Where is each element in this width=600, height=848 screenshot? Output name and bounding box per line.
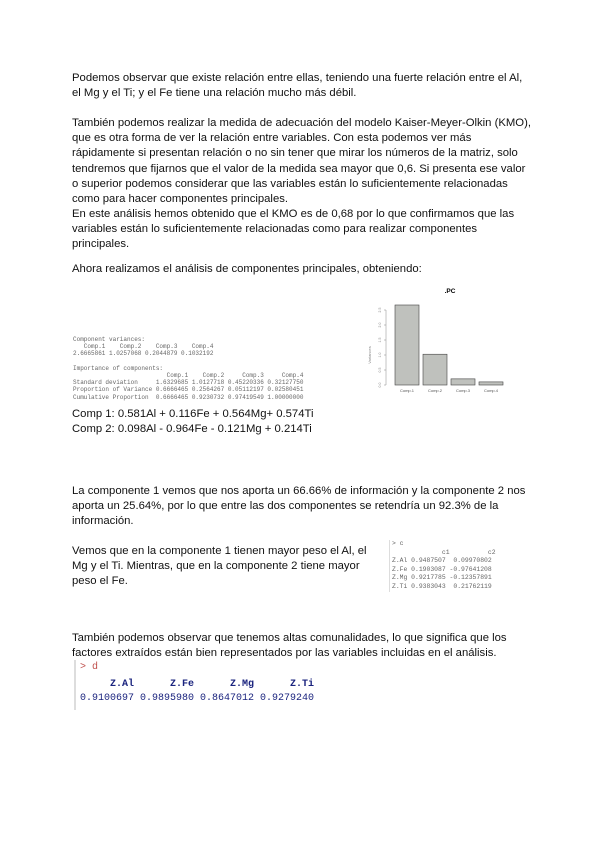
paragraph-kmo-result: En este análisis hemos obtenido que el K… [72,208,515,251]
y-tick-label: 0.5 [378,368,382,373]
bar-Comp.3 [450,378,476,386]
y-tick-label: 1.0 [378,353,382,358]
y-tick-label: 1.5 [378,338,382,343]
y-tick-label: 0.0 [378,383,382,388]
y-axis-label: Variances [367,346,372,364]
equation-comp2: Comp 2: 0.098Al - 0.964Fe - 0.121Mg + 0.… [72,423,312,435]
paragraph-pca-intro: Ahora realizamos el análisis de componen… [72,263,422,275]
communalities-values: 0.9100697 0.9895980 0.8647012 0.9279240 [80,693,315,704]
paragraph-communalities: También podemos observar que tenemos alt… [72,632,507,660]
bar-Comp.2 [422,353,448,386]
paragraph-weights: Vemos que en la componente 1 tienen mayo… [72,545,367,588]
loadings-output: > c c1 c2 Z.Al 0.9487507 0.09970802 Z.Fe… [389,540,496,592]
x-tick-label: Comp.3 [456,388,471,393]
chart-title: .PC [445,288,456,295]
communalities-console: > d Z.Al Z.Fe Z.Mg Z.Ti 0.9100697 0.9895… [74,660,376,710]
y-tick-label: 2.5 [378,308,382,313]
bar-Comp.1 [394,304,420,386]
equation-comp1: Comp 1: 0.581Al + 0.116Fe + 0.564Mg+ 0.5… [72,408,314,420]
communalities-header: Z.Al Z.Fe Z.Mg Z.Ti [80,679,315,690]
bar-Comp.4 [478,381,504,386]
x-tick-label: Comp.4 [484,388,499,393]
pca-summary-output: Component variances: Comp.1 Comp.2 Comp.… [73,336,304,401]
x-tick-label: Comp.1 [400,388,415,393]
paragraph-relation: Podemos observar que existe relación ent… [72,72,523,100]
scree-plot: .PC Variances 0.0 0.5 1.0 1.5 2.0 2.5 Comp.1 Co… [362,280,522,395]
y-tick-label: 2.0 [378,323,382,328]
paragraph-variance: La componente 1 vemos que nos aporta un … [72,485,526,528]
paragraph-kmo: También podemos realizar la medida de ad… [72,117,531,206]
console-prompt: > d [80,662,99,673]
x-tick-label: Comp.2 [428,388,443,393]
